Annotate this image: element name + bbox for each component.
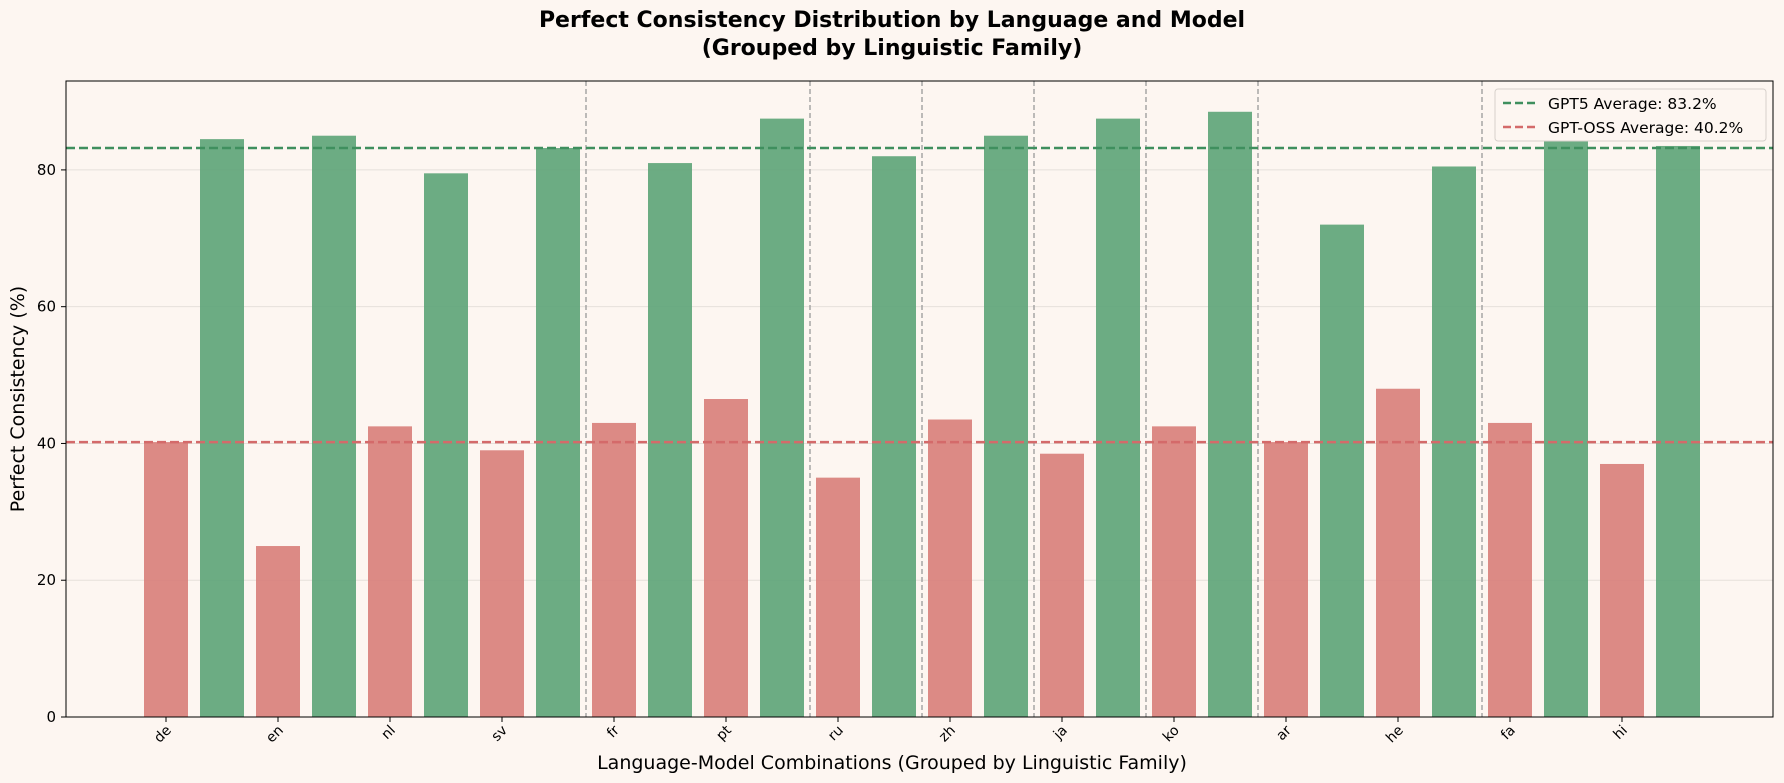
x-tick-label-fr: fr [604,722,623,741]
x-tick-label-ja: ja [1050,723,1071,744]
bar-nl-gpt5 [424,173,468,718]
bar-sv-gpt-oss [480,450,524,717]
y-tick-label: 80 [37,161,56,179]
x-tick-label-hi: hi [1610,723,1630,743]
x-tick-label-ar: ar [1273,722,1295,744]
x-tick-label-ko: ko [1160,723,1183,746]
x-axis-label: Language-Model Combinations (Grouped by … [597,752,1187,774]
bars [144,111,1700,718]
legend-box [1494,88,1767,142]
legend: GPT5 Average: 83.2% GPT-OSS Average: 40.… [1494,88,1767,142]
bar-ko-gpt-oss [1152,426,1196,717]
bar-zh-gpt-oss [928,419,972,717]
bar-en-gpt-oss [256,546,300,717]
bar-pt-gpt-oss [704,399,748,717]
bar-sv-gpt5 [536,148,580,717]
plot-frame [65,80,1774,718]
legend-gpt5-average-label: GPT5 Average: 83.2% [1548,95,1717,113]
x-tick-label-fa: fa [1498,723,1519,744]
bar-de-gpt-oss [144,442,188,717]
chart-title: Perfect Consistency Distribution by Lang… [539,8,1245,33]
x-tick-label-nl: nl [378,723,398,743]
bar-ko-gpt5 [1208,111,1252,718]
bar-de-gpt5 [200,139,244,717]
x-tick-label-he: he [1383,723,1407,747]
bar-ru-gpt5 [872,156,916,717]
bar-ja-gpt5 [1096,118,1140,717]
family-separators [585,81,1483,717]
bar-fa-gpt5 [1544,139,1588,717]
bar-ar-gpt-oss [1264,442,1308,717]
bar-fr-gpt5 [648,163,692,717]
x-axis-ticks: de en nl sv fr pt ru zh ja ko ar he fa hi [151,717,1631,746]
bar-he-gpt-oss [1376,388,1420,717]
legend-gpt-oss-average-label: GPT-OSS Average: 40.2% [1548,119,1743,137]
x-tick-label-sv: sv [488,723,510,745]
bar-ru-gpt-oss [816,477,860,717]
x-tick-label-pt: pt [713,722,735,744]
bar-zh-gpt5 [984,135,1028,718]
x-tick-label-de: de [151,723,175,747]
y-tick-label: 40 [37,434,56,452]
bar-en-gpt5 [312,135,356,718]
bar-fa-gpt-oss [1488,422,1532,717]
bar-ar-gpt5 [1320,224,1364,717]
y-tick-label: 20 [37,571,56,589]
bar-pt-gpt5 [760,118,804,717]
y-tick-label: 60 [37,298,56,316]
y-axis-label: Perfect Consistency (%) [7,286,29,512]
bar-hi-gpt5 [1656,145,1700,717]
bar-fr-gpt-oss [592,422,636,717]
bar-nl-gpt-oss [368,426,412,717]
bar-ja-gpt-oss [1040,453,1084,717]
chart-subtitle: (Grouped by Linguistic Family) [702,36,1083,61]
bar-hi-gpt-oss [1600,463,1644,717]
reference-lines [66,146,1773,444]
y-axis-ticks: 0 20 40 60 80 [37,161,66,726]
x-tick-label-zh: zh [936,723,959,746]
x-tick-label-en: en [263,723,287,747]
y-tick-label: 0 [46,708,56,726]
x-tick-label-ru: ru [825,723,847,745]
